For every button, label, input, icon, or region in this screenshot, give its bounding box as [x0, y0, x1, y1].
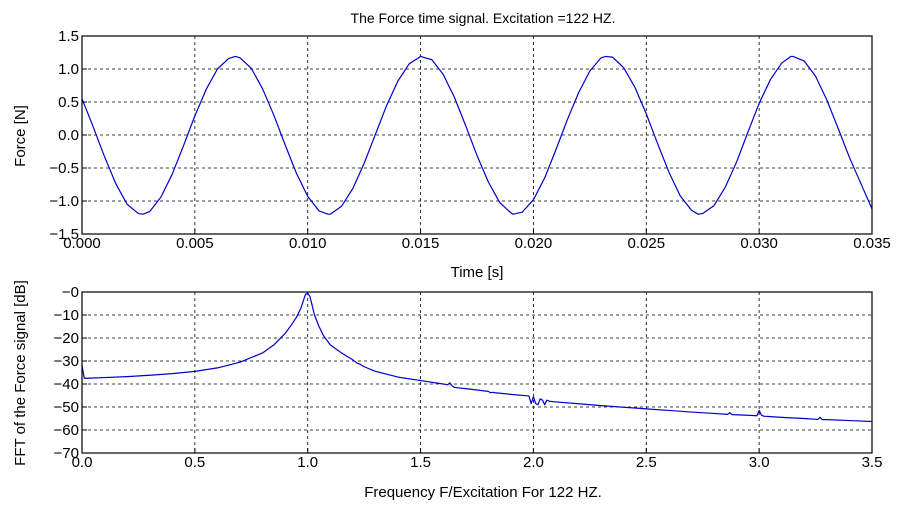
fft-x-ticks: 0.0 0.5 1.0 1.5 2.0 2.5 3.0 3.5	[72, 448, 883, 471]
fft-panel: 0.0 0.5 1.0 1.5 2.0 2.5 3.0 3.5 −0−10−20−30−40−…	[12, 280, 882, 501]
force-x-tick-label: 0.030	[740, 235, 778, 252]
fft-series-line	[81, 292, 873, 423]
force-grid	[82, 36, 872, 234]
fft-y-tick-label: −20	[54, 330, 79, 347]
fft-y-tick-label: −0	[62, 284, 79, 301]
fft-x-tick-label: 3.0	[749, 454, 770, 471]
fft-y-axis-label: FFT of the Force signal [dB]	[12, 280, 29, 466]
force-x-ticks: 0.000 0.005 0.010 0.015 0.020 0.025 0.030 0.035	[63, 229, 891, 252]
fft-y-tick-label: −30	[54, 353, 79, 370]
force-y-tick-label: −0.5	[49, 160, 79, 177]
fft-series-path	[81, 292, 873, 423]
fft-x-tick-label: 0.5	[184, 454, 205, 471]
fft-x-tick-label: 2.0	[523, 454, 544, 471]
force-x-tick-label: 0.010	[289, 235, 327, 252]
fft-y-ticks: −0 −10 −20 −30 −40 −50 −60 −70	[54, 284, 87, 462]
force-y-tick-label: 1.5	[58, 28, 79, 45]
fft-y-tick-label: −50	[54, 399, 79, 416]
fft-grid	[82, 292, 872, 453]
force-y-tick-label: 0.0	[58, 127, 79, 144]
force-x-tick-label: 0.020	[515, 235, 553, 252]
force-series-line	[81, 55, 873, 215]
force-x-tick-label: 0.015	[402, 235, 440, 252]
fft-x-axis-label: Frequency F/Excitation For 122 HZ.	[364, 484, 602, 501]
force-x-tick-label: 0.035	[853, 235, 891, 252]
fft-x-tick-label: 3.5	[862, 454, 883, 471]
fft-y-tick-label: −70	[54, 445, 79, 462]
force-y-tick-label: −1.0	[49, 193, 79, 210]
force-x-tick-label: 0.025	[628, 235, 666, 252]
force-time-panel: The Force time signal. Excitation =122 H…	[12, 10, 891, 281]
force-y-tick-label: 1.0	[58, 61, 79, 78]
fft-x-tick-label: 2.5	[636, 454, 657, 471]
force-x-tick-label: 0.005	[176, 235, 214, 252]
force-y-ticks: 1.5 1.0 0.5 0.0 −0.5 −1.0 −1.5	[49, 28, 87, 243]
fft-y-tick-label: −10	[54, 307, 79, 324]
fft-x-tick-label: 1.5	[410, 454, 431, 471]
force-y-tick-label: 0.5	[58, 94, 79, 111]
force-y-tick-label: −1.5	[49, 226, 79, 243]
force-x-axis-label: Time [s]	[451, 264, 504, 281]
fft-plot-frame	[81, 291, 873, 454]
force-x-tick-label: 0.000	[63, 235, 101, 252]
force-chart-title: The Force time signal. Excitation =122 H…	[351, 10, 616, 26]
fft-x-tick-label: 1.0	[297, 454, 318, 471]
force-series-path	[81, 55, 873, 215]
force-y-axis-label: Force [N]	[12, 105, 29, 167]
fft-x-tick-label: 0.0	[72, 454, 93, 471]
fft-y-tick-label: −40	[54, 376, 79, 393]
fft-y-tick-label: −60	[54, 422, 79, 439]
